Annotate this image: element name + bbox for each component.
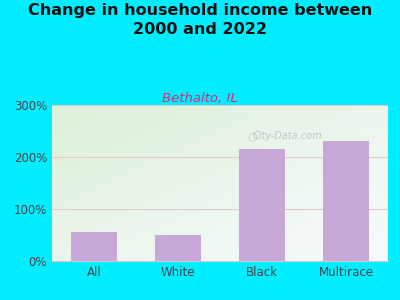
Bar [239, 149, 285, 261]
Bar [323, 141, 369, 261]
Bar [155, 235, 201, 261]
Text: City-Data.com: City-Data.com [252, 131, 322, 141]
Text: Bethalto, IL: Bethalto, IL [162, 92, 238, 104]
Text: ○: ○ [247, 131, 257, 141]
Bar [71, 232, 117, 261]
Text: Change in household income between
2000 and 2022: Change in household income between 2000 … [28, 3, 372, 37]
